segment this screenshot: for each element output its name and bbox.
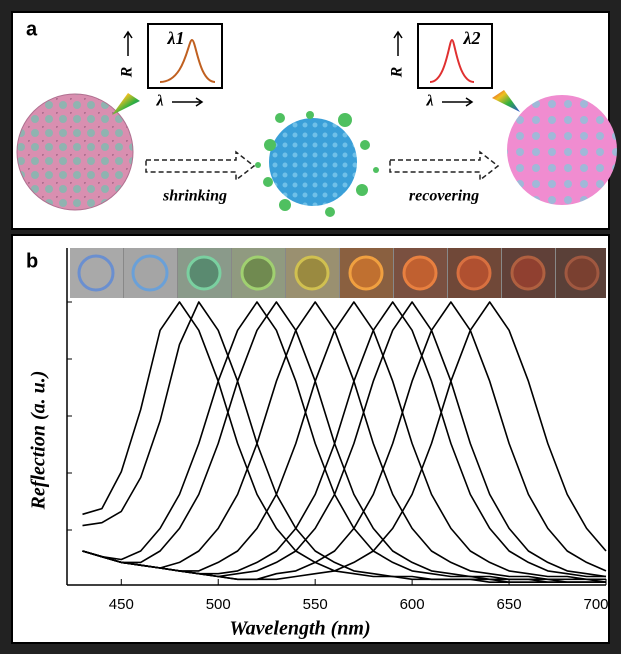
x-tick-label: 650 <box>497 596 522 613</box>
panel-label: b <box>26 250 38 272</box>
sphere <box>269 118 357 206</box>
arrow <box>145 150 256 182</box>
inset-box <box>147 23 223 89</box>
inset-axis: λ <box>425 93 433 110</box>
spectrum-line <box>82 301 607 581</box>
panel-label: a <box>26 18 38 40</box>
photo-strip <box>70 248 606 298</box>
inset-axis: λ <box>155 93 163 110</box>
inset-box <box>417 23 493 89</box>
y-axis-label: Reflection (a. u.) <box>28 371 50 511</box>
sphere <box>16 93 134 211</box>
inset-axis: R <box>389 66 406 78</box>
x-axis-label: Wavelength (nm) <box>229 618 370 640</box>
y-ticks <box>67 301 72 531</box>
inset-label: λ2 <box>463 28 481 48</box>
x-tick-label: 600 <box>400 596 425 613</box>
x-tick-label: 550 <box>303 596 328 613</box>
axis-arrow <box>172 97 204 107</box>
inset-axis: R <box>119 66 136 78</box>
axis-arrow <box>393 30 403 56</box>
axis-arrow <box>123 30 133 56</box>
light-icon <box>492 90 520 112</box>
particles <box>255 111 379 217</box>
x-tick-label: 700 <box>583 596 608 613</box>
spectrum-line <box>82 301 607 583</box>
sphere <box>507 95 617 205</box>
axis-arrow <box>442 97 474 107</box>
arrow <box>389 150 500 182</box>
inset-peak <box>429 38 475 83</box>
x-tick-label: 500 <box>206 596 231 613</box>
inset-peak <box>159 38 216 83</box>
light-icon <box>112 93 140 115</box>
inset-label: λ1 <box>167 28 185 48</box>
arrow-label: shrinking <box>162 188 227 205</box>
arrow-label: recovering <box>409 188 479 205</box>
x-tick-label: 450 <box>109 596 134 613</box>
